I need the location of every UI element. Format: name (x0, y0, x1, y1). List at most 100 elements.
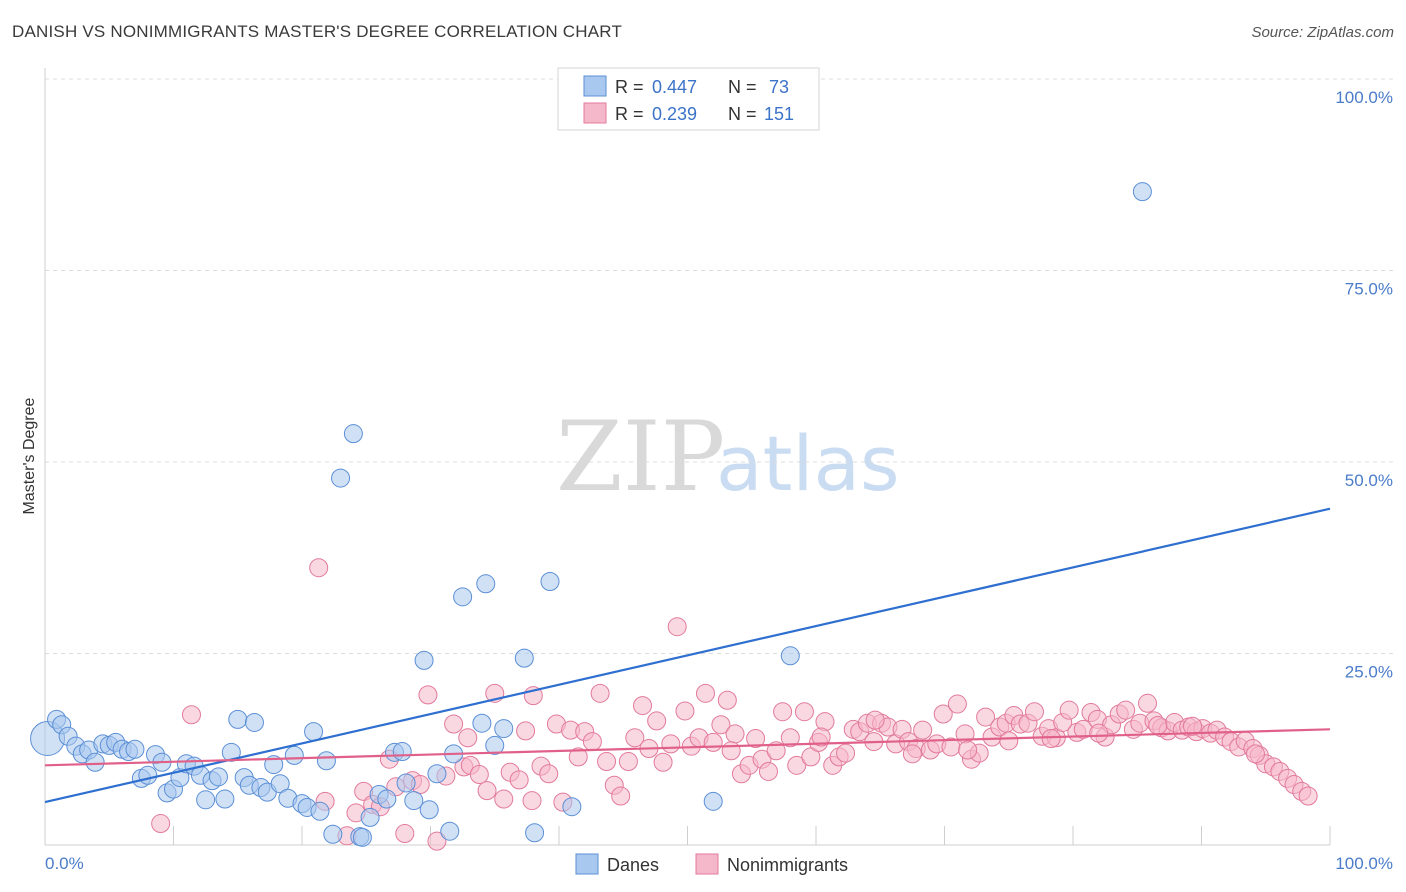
y-tick-label-3: 100.0% (1335, 88, 1393, 107)
danes-point-44 (323, 824, 343, 844)
nonimmigrants-point-14 (418, 685, 438, 705)
nonimmigrants-point-64 (787, 755, 807, 775)
danes-point-28 (221, 742, 241, 762)
y-tick-label-0: 25.0% (1345, 663, 1393, 682)
nonimmigrants-point-144 (958, 740, 978, 760)
nonimmigrants-point-137 (1298, 786, 1318, 806)
danes-trend-line (44, 507, 1331, 804)
danes-point-70 (780, 646, 800, 666)
danes-point-32 (244, 712, 264, 732)
danes-point-61 (472, 713, 492, 733)
danes-point-55 (414, 650, 434, 670)
nonimmigrants-point-142 (865, 710, 885, 730)
legend-n-value-danes: 73 (769, 77, 789, 97)
danes-point-60 (453, 587, 473, 607)
nonimmigrants-point-141 (811, 727, 831, 747)
nonimmigrants-point-62 (773, 702, 793, 722)
nonimmigrants-point-11 (395, 824, 415, 844)
danes-point-29 (228, 709, 248, 729)
danes-point-13 (125, 739, 145, 759)
danes-point-68 (562, 797, 582, 817)
nonimmigrants-point-138 (458, 728, 478, 748)
danes-point-72 (352, 827, 372, 847)
danes-point-38 (284, 745, 304, 765)
nonimmigrants-point-20 (469, 765, 489, 785)
nonimmigrants-point-47 (667, 617, 687, 637)
bottom-legend-danes: Danes (607, 855, 659, 875)
nonimmigrants-point-23 (494, 789, 514, 809)
legend-swatch-danes (583, 75, 607, 97)
nonimmigrants-point-146 (1041, 729, 1061, 749)
nonimmigrants-point-35 (582, 732, 602, 752)
legend-n-label-danes: N = (728, 77, 757, 97)
danes-points (30, 182, 1152, 847)
legend-r-label-danes: R = (615, 77, 644, 97)
nonimmigrants-point-58 (746, 729, 766, 749)
watermark-atlas: atlas (716, 419, 900, 508)
danes-point-67 (540, 571, 560, 591)
danes-point-69 (703, 791, 723, 811)
nonimmigrants-point-48 (675, 701, 695, 721)
grid (45, 78, 1393, 654)
danes-point-7 (85, 752, 105, 772)
nonimmigrants-point-71 (836, 743, 856, 763)
nonimmigrants-point-82 (913, 720, 933, 740)
nonimmigrants-point-45 (653, 752, 673, 772)
nonimmigrants-point-41 (625, 728, 645, 748)
nonimmigrants-point-85 (933, 704, 953, 724)
nonimmigrants-point-52 (703, 732, 723, 752)
nonimmigrants-point-61 (766, 741, 786, 761)
danes-point-57 (427, 764, 447, 784)
bottom-legend-swatch-danes (575, 853, 599, 875)
nonimmigrants-point-1 (181, 705, 201, 725)
nonimmigrants-point-147 (1089, 723, 1109, 743)
danes-point-42 (310, 801, 330, 821)
danes-point-50 (377, 789, 397, 809)
chart-title: DANISH VS NONIMMIGRANTS MASTER'S DEGREE … (12, 22, 623, 41)
bottom-legend-nonimmigrants: Nonimmigrants (727, 855, 848, 875)
danes-point-41 (304, 722, 324, 742)
legend-n-value-nonimmigrants: 151 (764, 104, 794, 124)
danes-point-63 (485, 735, 505, 755)
nonimmigrants-point-26 (516, 721, 536, 741)
nonimmigrants-point-140 (721, 741, 741, 761)
danes-point-26 (208, 767, 228, 787)
nonimmigrants-point-149 (1183, 716, 1203, 736)
nonimmigrants-trend-line (44, 728, 1331, 767)
legend-n-label-nonimmigrants: N = (728, 104, 757, 124)
danes-point-52 (392, 742, 412, 762)
nonimmigrants-point-65 (794, 702, 814, 722)
y-axis-label: Master's Degree (21, 397, 38, 514)
nonimmigrants-point-55 (725, 724, 745, 744)
nonimmigrants-point-139 (522, 791, 542, 811)
legend-swatch-nonimmigrants (583, 102, 607, 124)
x-tick-label-1: 100.0% (1335, 854, 1393, 873)
nonimmigrants-point-111 (1116, 700, 1136, 720)
x-tick-label-0: 0.0% (45, 854, 84, 873)
danes-point-45 (331, 468, 351, 488)
nonimmigrants-point-33 (568, 747, 588, 767)
nonimmigrants-point-36 (590, 683, 610, 703)
nonimmigrants-point-98 (1024, 702, 1044, 722)
nonimmigrants-point-0 (151, 814, 171, 834)
danes-point-15 (138, 765, 158, 785)
nonimmigrants-point-29 (539, 764, 559, 784)
nonimmigrants-point-66 (801, 747, 821, 767)
danes-point-71 (1132, 182, 1152, 202)
legend-r-label-nonimmigrants: R = (615, 104, 644, 124)
danes-point-46 (343, 424, 363, 444)
nonimmigrants-point-21 (477, 781, 497, 801)
danes-point-58 (440, 821, 460, 841)
nonimmigrants-point-37 (597, 752, 617, 772)
nonimmigrants-point-25 (509, 770, 529, 790)
watermark-zip: ZIP (556, 401, 725, 513)
nonimmigrants-point-91 (976, 707, 996, 727)
nonimmigrants-point-53 (711, 715, 731, 735)
chart-source: Source: ZipAtlas.com (1251, 24, 1394, 41)
legend-r-value-danes: 0.447 (652, 77, 697, 97)
danes-point-62 (476, 574, 496, 594)
danes-point-65 (514, 648, 534, 668)
nonimmigrants-point-42 (633, 696, 653, 716)
axes (44, 68, 1331, 846)
